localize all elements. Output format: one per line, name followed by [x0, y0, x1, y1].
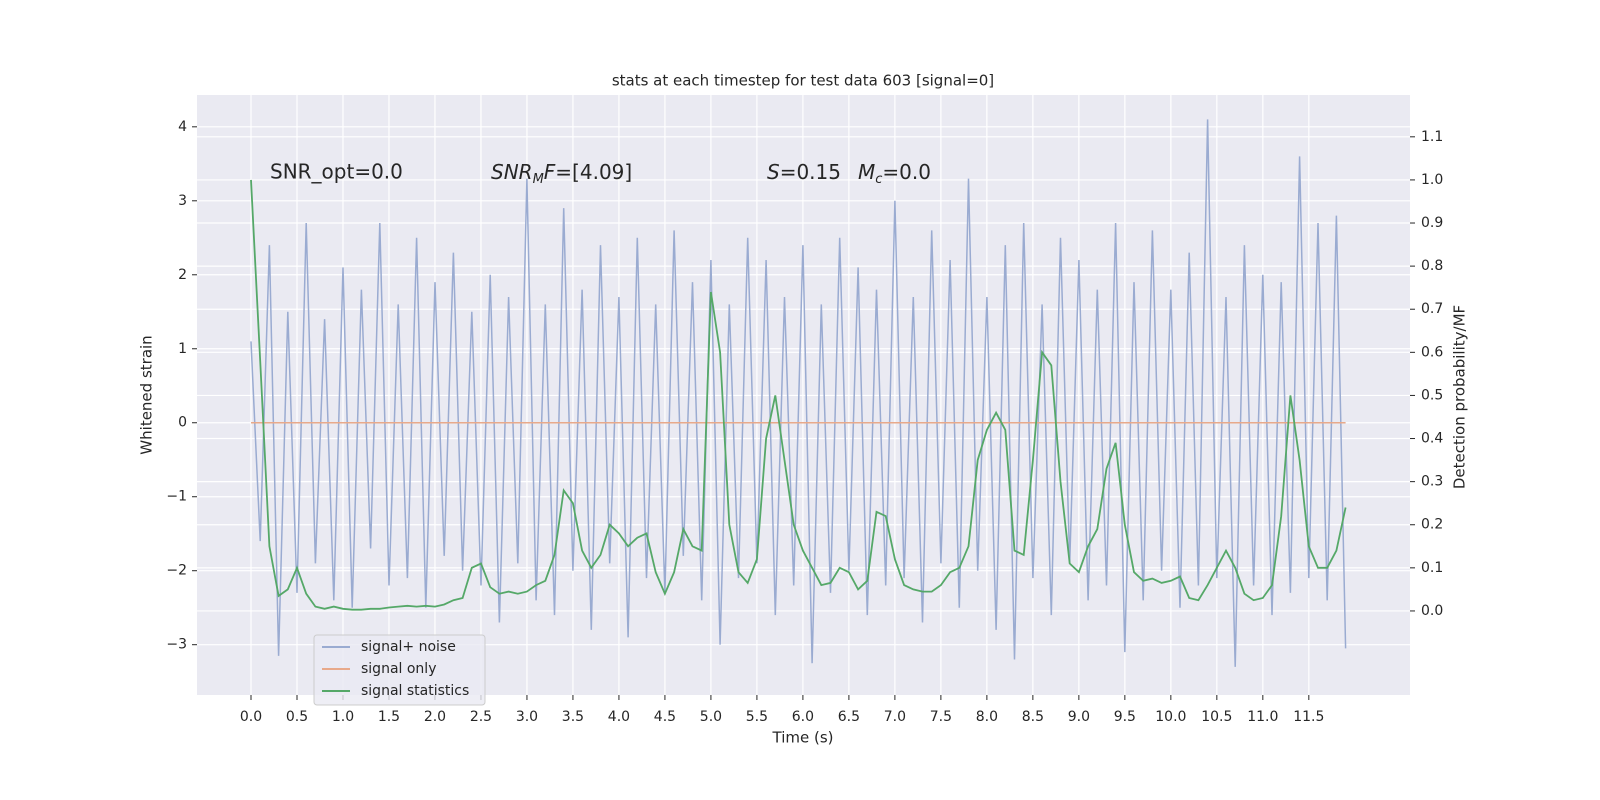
y-tick-label: −1	[166, 489, 187, 505]
x-tick-label: 4.5	[654, 709, 676, 725]
y-tick-label: −2	[166, 563, 187, 579]
y2-tick-label: 0.6	[1421, 344, 1443, 360]
y2-axis-label: Detection probability/MF	[1451, 305, 1469, 489]
x-tick-label: 0.0	[240, 709, 262, 725]
y2-tick-label: 0.4	[1421, 431, 1443, 447]
x-tick-label: 7.0	[884, 709, 906, 725]
y2-tick-label: 0.3	[1421, 474, 1443, 490]
annotation-part: M	[858, 160, 875, 184]
annotation-part: c	[875, 172, 882, 187]
x-tick-label: 5.0	[700, 709, 722, 725]
annotation: S=0.15 Mc=0.0	[767, 160, 931, 187]
series-line	[250, 179, 1347, 611]
legend-label: signal statistics	[361, 683, 469, 699]
y2-tick-label: 0.2	[1421, 517, 1443, 533]
y-axis-label: Whitened strain	[138, 335, 156, 454]
y2-tick-label: 1.0	[1421, 172, 1443, 188]
x-tick-label: 9.5	[1114, 709, 1136, 725]
annotation-part: =[4.09]	[555, 160, 632, 184]
annotation-part: S	[767, 160, 780, 184]
y2-tick-label: 0.7	[1421, 301, 1443, 317]
series-line	[250, 119, 1347, 667]
x-tick-label: 2.5	[470, 709, 492, 725]
legend-label: signal+ noise	[361, 639, 456, 655]
y-tick-label: 2	[178, 267, 187, 283]
y-tick-label: 0	[178, 415, 187, 431]
annotation-part: M	[533, 172, 544, 187]
x-tick-label: 11.5	[1293, 709, 1324, 725]
legend-label: signal only	[361, 661, 436, 677]
y2-tick-label: 0.0	[1421, 603, 1443, 619]
y2-tick-label: 0.5	[1421, 387, 1443, 403]
lines	[250, 119, 1347, 667]
y-tick-label: 1	[178, 341, 187, 357]
x-axis-label: Time (s)	[772, 729, 834, 747]
annotation: SNR_opt=0.0	[270, 160, 403, 184]
x-tick-label: 2.0	[424, 709, 446, 725]
x-tick-label: 10.5	[1201, 709, 1232, 725]
y2-tick-label: 0.1	[1421, 560, 1443, 576]
x-tick-label: 7.5	[930, 709, 952, 725]
y2-tick-label: 0.8	[1421, 258, 1443, 274]
x-tick-label: 6.5	[838, 709, 860, 725]
x-tick-label: 9.0	[1068, 709, 1090, 725]
y2-tick-label: 1.1	[1421, 129, 1443, 145]
x-tick-label: 11.0	[1247, 709, 1278, 725]
y-tick-label: −3	[166, 637, 187, 653]
x-tick-label: 4.0	[608, 709, 630, 725]
x-tick-label: 5.5	[746, 709, 768, 725]
y-tick-label: 4	[178, 119, 187, 135]
annotation-part: =0.0	[882, 160, 931, 184]
annotation-part: SNR	[491, 160, 533, 184]
y-tick-label: 3	[178, 193, 187, 209]
x-tick-label: 3.5	[562, 709, 584, 725]
x-tick-label: 8.0	[976, 709, 998, 725]
x-tick-label: 3.0	[516, 709, 538, 725]
x-tick-label: 8.5	[1022, 709, 1044, 725]
x-tick-label: 1.0	[332, 709, 354, 725]
axes: 0.0 0.5 1.0 1.5 2.0 2.5 3.0 3.5 4.0 4.5 5.0 5.5 6.0 6…	[166, 119, 1443, 725]
x-tick-label: 1.5	[378, 709, 400, 725]
chart-title: stats at each timestep for test data 603…	[612, 72, 994, 90]
x-tick-label: 6.0	[792, 709, 814, 725]
x-tick-label: 0.5	[286, 709, 308, 725]
annotation: SNRMF=[4.09]	[491, 160, 632, 187]
legend: signal+ noise signal only signal statistic…	[313, 634, 486, 706]
annotation-part: F	[544, 160, 556, 184]
annotation-part: =0.15	[780, 160, 841, 184]
y2-tick-label: 0.9	[1421, 215, 1443, 231]
legend-box	[313, 634, 486, 706]
x-tick-label: 10.0	[1155, 709, 1186, 725]
